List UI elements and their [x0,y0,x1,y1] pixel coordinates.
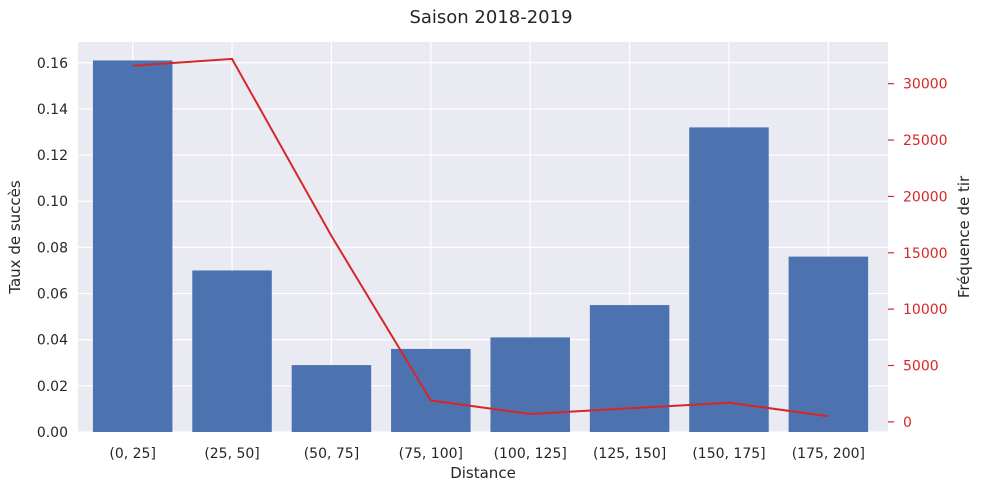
bar [291,365,372,432]
bar [788,256,869,432]
bar [391,348,471,432]
x-tick-label: (0, 25] [109,446,156,462]
bar [92,60,173,432]
y2-tick-label: 30000 [903,77,948,93]
x-tick-label: (125, 150] [593,446,666,462]
bar [689,127,769,432]
line-path [132,57,829,418]
x-tick-label: (25, 50] [204,446,259,462]
line-series [132,57,829,418]
x-axis: (0, 25] (25, 50] (50, 75] (75, 100] (100, 12… [109,446,865,462]
y2-tick-label: 15000 [903,246,948,262]
x-tick-label: (50, 75] [304,446,359,462]
y-tick-label: 0.02 [37,379,68,395]
bar [589,305,670,432]
x-axis-label: Distance [450,464,516,482]
bar [192,270,272,432]
y-axis-left: 0.00 0.02 0.04 0.06 0.08 0.10 0.12 0.14 0.16 [37,56,68,441]
y-tick-label: 0.06 [37,287,68,303]
bar [490,337,570,432]
y-tick-label: 0.16 [37,56,68,72]
y2-tick-label: 20000 [903,189,948,205]
y-tick-label: 0.14 [37,102,68,118]
y2-tick-label: 10000 [903,302,948,318]
y-tick-label: 0.10 [37,194,68,210]
chart-title: Saison 2018-2019 [409,7,572,28]
x-tick-label: (75, 100] [399,446,463,462]
y-axis-right: 0 5000 10000 15000 20000 25000 30000 [888,77,948,431]
y2-tick-label: 5000 [903,358,939,374]
y-tick-label: 0.04 [37,333,68,349]
x-tick-label: (175, 200] [792,446,865,462]
y2-axis-label: Fréquence de tir [955,175,973,298]
y2-tick-label: 25000 [903,133,948,149]
x-tick-label: (100, 125] [494,446,567,462]
y-axis-label: Taux de succès [6,180,24,295]
x-tick-label: (150, 175] [692,446,765,462]
y-tick-label: 0.12 [37,148,68,164]
y-tick-label: 0.00 [37,425,68,441]
y2-tick-label: 0 [903,415,912,431]
bar-series [92,60,869,432]
y-tick-label: 0.08 [37,240,68,256]
